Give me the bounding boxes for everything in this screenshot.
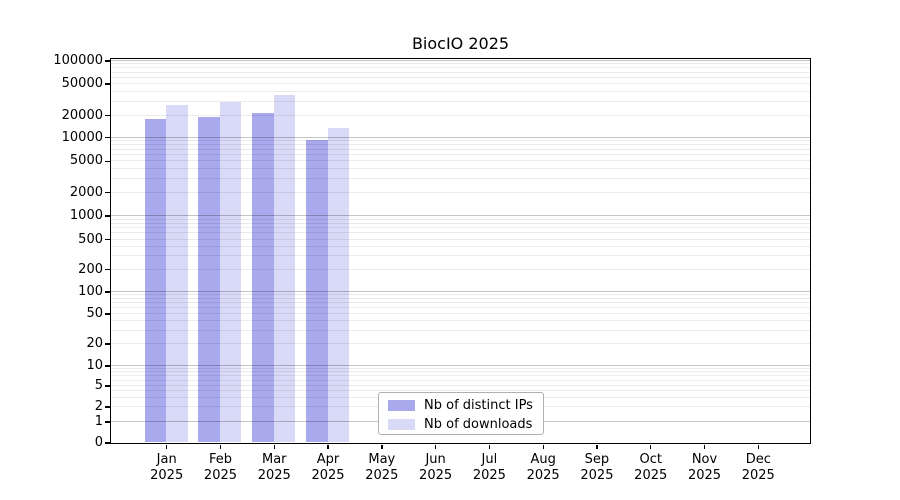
y-tick-label-20000: 20000: [61, 107, 103, 123]
legend-label-distinct-ips: Nb of distinct IPs: [424, 398, 533, 413]
y-tick-label-10000: 10000: [61, 129, 103, 145]
y-tick-label-10: 10: [86, 358, 103, 373]
x-tick-mark-may-2025: [381, 444, 383, 449]
y-tick-label-100000: 100000: [53, 53, 103, 68]
y-tick-label-50000: 50000: [61, 76, 103, 91]
bar-downloads-mar-2025: [273, 94, 296, 443]
x-tick-label-aug-2025: Aug 2025: [526, 452, 560, 483]
legend: Nb of distinct IPs Nb of downloads: [378, 392, 544, 435]
y-tick-mark-200: [104, 268, 110, 271]
x-tick-label-may-2025: May 2025: [365, 452, 399, 483]
bar-downloads-jan-2025: [166, 105, 188, 443]
y-tick-label-100: 100: [78, 284, 103, 299]
y-tick-label-1: 1: [94, 414, 103, 429]
bar-downloads-feb-2025: [219, 102, 242, 443]
legend-item-downloads: Nb of downloads: [379, 416, 543, 433]
legend-label-downloads: Nb of downloads: [424, 417, 533, 432]
x-tick-mark-oct-2025: [650, 444, 652, 449]
y-tick-label-20: 20: [86, 336, 103, 351]
y-tick-mark-10000: [104, 137, 110, 139]
x-tick-label-jan-2025: Jan 2025: [150, 452, 184, 483]
y-tick-mark-500: [104, 238, 110, 241]
y-tick-label-0: 0: [94, 435, 103, 450]
legend-swatch-downloads-icon: [388, 419, 415, 430]
y-tick-mark-20: [104, 343, 110, 345]
x-tick-mark-dec-2025: [757, 444, 759, 449]
y-tick-mark-0: [104, 442, 110, 444]
y-tick-mark-1: [104, 421, 110, 423]
y-tick-label-200: 200: [78, 261, 103, 277]
x-tick-mark-feb-2025: [219, 444, 222, 449]
bars-layer: [111, 59, 810, 443]
plot-area: [109, 57, 811, 444]
y-tick-label-50: 50: [86, 306, 103, 321]
y-tick-mark-50: [104, 313, 110, 315]
x-tick-label-feb-2025: Feb 2025: [203, 452, 238, 483]
x-tick-label-sep-2025: Sep 2025: [580, 452, 614, 483]
x-tick-mark-apr-2025: [327, 444, 329, 449]
x-tick-label-apr-2025: Apr 2025: [311, 452, 345, 483]
y-tick-mark-5000: [104, 160, 110, 162]
x-tick-mark-sep-2025: [596, 444, 598, 449]
x-tick-mark-jul-2025: [488, 444, 491, 449]
y-tick-label-2: 2: [94, 399, 103, 414]
y-tick-label-500: 500: [78, 231, 103, 247]
chart-title: BiocIO 2025: [411, 34, 510, 53]
y-tick-mark-5: [104, 385, 110, 387]
legend-swatch-ips-icon: [388, 400, 415, 411]
y-tick-mark-100000: [104, 60, 110, 62]
bar-ips-mar-2025: [252, 113, 274, 443]
x-tick-mark-jun-2025: [435, 444, 437, 449]
bar-ips-jan-2025: [144, 119, 167, 443]
legend-item-distinct-ips: Nb of distinct IPs: [379, 397, 543, 414]
x-tick-mark-jan-2025: [166, 444, 168, 449]
x-tick-label-jul-2025: Jul 2025: [472, 452, 506, 483]
x-tick-mark-mar-2025: [273, 444, 275, 449]
y-tick-label-5: 5: [94, 378, 103, 393]
y-tick-label-5000: 5000: [69, 153, 103, 169]
x-tick-mark-nov-2025: [703, 444, 706, 449]
x-tick-label-oct-2025: Oct 2025: [634, 452, 668, 483]
y-tick-mark-20000: [104, 114, 110, 117]
y-tick-mark-10: [104, 365, 110, 367]
x-tick-label-mar-2025: Mar 2025: [257, 452, 291, 483]
y-tick-mark-2000: [104, 191, 110, 194]
y-tick-label-2000: 2000: [69, 184, 103, 200]
y-tick-mark-50000: [104, 83, 110, 85]
y-tick-mark-1000: [104, 215, 110, 217]
y-tick-mark-2: [104, 406, 110, 408]
x-tick-label-jun-2025: Jun 2025: [419, 452, 453, 483]
y-tick-label-1000: 1000: [69, 208, 103, 223]
y-tick-mark-100: [104, 291, 110, 293]
x-tick-label-dec-2025: Dec 2025: [741, 452, 775, 483]
x-tick-mark-aug-2025: [542, 444, 544, 449]
x-tick-label-nov-2025: Nov 2025: [687, 452, 722, 483]
bar-ips-apr-2025: [306, 140, 328, 443]
bar-ips-feb-2025: [198, 116, 220, 443]
bar-downloads-apr-2025: [327, 128, 350, 443]
